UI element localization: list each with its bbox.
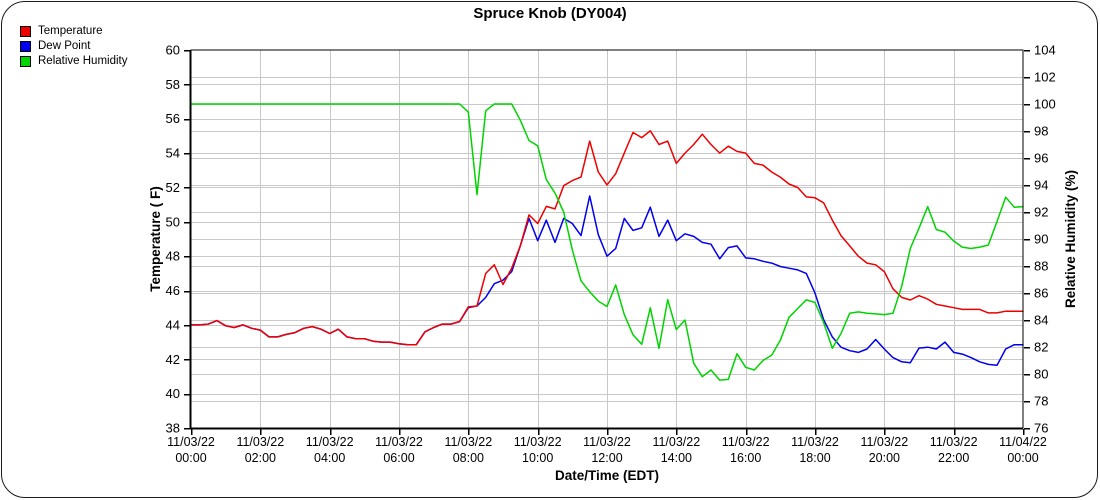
svg-text:96: 96 bbox=[1034, 151, 1048, 166]
svg-text:98: 98 bbox=[1034, 124, 1048, 139]
svg-text:12:00: 12:00 bbox=[591, 451, 622, 465]
svg-text:86: 86 bbox=[1034, 286, 1048, 301]
svg-text:40: 40 bbox=[166, 386, 180, 401]
svg-text:44: 44 bbox=[166, 317, 180, 332]
svg-text:58: 58 bbox=[166, 77, 180, 92]
svg-text:46: 46 bbox=[166, 283, 180, 298]
svg-text:11/03/22: 11/03/22 bbox=[167, 435, 215, 449]
svg-text:88: 88 bbox=[1034, 259, 1048, 274]
svg-text:92: 92 bbox=[1034, 205, 1048, 220]
legend-item-temperature: Temperature bbox=[20, 24, 127, 38]
svg-text:08:00: 08:00 bbox=[453, 451, 484, 465]
svg-text:76: 76 bbox=[1034, 421, 1048, 436]
svg-text:84: 84 bbox=[1034, 313, 1048, 328]
svg-text:102: 102 bbox=[1034, 70, 1056, 85]
svg-text:48: 48 bbox=[166, 249, 180, 264]
svg-text:60: 60 bbox=[166, 43, 180, 58]
svg-text:11/03/22: 11/03/22 bbox=[652, 435, 700, 449]
svg-text:11/03/22: 11/03/22 bbox=[930, 435, 978, 449]
temperature-swatch-icon bbox=[20, 25, 31, 37]
legend-label: Temperature bbox=[38, 25, 103, 37]
svg-text:54: 54 bbox=[166, 146, 180, 161]
svg-text:11/03/22: 11/03/22 bbox=[583, 435, 631, 449]
svg-text:11/03/22: 11/03/22 bbox=[514, 435, 562, 449]
svg-text:82: 82 bbox=[1034, 340, 1048, 355]
svg-text:16:00: 16:00 bbox=[730, 451, 761, 465]
svg-text:00:00: 00:00 bbox=[175, 451, 206, 465]
svg-text:11/04/22: 11/04/22 bbox=[999, 435, 1047, 449]
svg-text:22:00: 22:00 bbox=[938, 451, 969, 465]
legend-item-dew-point: Dew Point bbox=[20, 39, 127, 53]
svg-text:00:00: 00:00 bbox=[1007, 451, 1038, 465]
svg-text:104: 104 bbox=[1034, 43, 1056, 58]
svg-text:11/03/22: 11/03/22 bbox=[722, 435, 770, 449]
legend-label: Relative Humidity bbox=[38, 55, 128, 67]
svg-text:56: 56 bbox=[166, 111, 180, 126]
svg-text:02:00: 02:00 bbox=[245, 451, 276, 465]
dew-point-swatch-icon bbox=[20, 40, 31, 52]
series-temperature bbox=[190, 130, 1024, 346]
series-relative-humidity bbox=[190, 103, 1024, 381]
svg-text:18:00: 18:00 bbox=[799, 451, 830, 465]
page-title: Spruce Knob (DY004) bbox=[473, 5, 627, 22]
svg-text:80: 80 bbox=[1034, 367, 1048, 382]
legend-item-relative-humidity: Relative Humidity bbox=[20, 54, 127, 68]
svg-text:50: 50 bbox=[166, 214, 180, 229]
gridlines bbox=[191, 50, 1023, 428]
legend-label: Dew Point bbox=[38, 40, 91, 52]
left-axis-title: Temperature ( F) bbox=[148, 186, 163, 292]
svg-text:94: 94 bbox=[1034, 178, 1048, 193]
svg-text:11/03/22: 11/03/22 bbox=[236, 435, 284, 449]
axes-frame bbox=[184, 49, 1030, 435]
svg-text:38: 38 bbox=[166, 421, 180, 436]
right-axis-title: Relative Humidity (%) bbox=[1063, 169, 1078, 309]
svg-text:78: 78 bbox=[1034, 394, 1048, 409]
svg-text:14:00: 14:00 bbox=[661, 451, 692, 465]
svg-text:42: 42 bbox=[166, 352, 180, 367]
svg-text:20:00: 20:00 bbox=[869, 451, 900, 465]
svg-text:11/03/22: 11/03/22 bbox=[860, 435, 908, 449]
svg-text:06:00: 06:00 bbox=[383, 451, 414, 465]
svg-text:10:00: 10:00 bbox=[522, 451, 553, 465]
tick-labels: 38 40 42 44 46 48 50 52 54 56 58 60 76 78 80 82 84 86 88 90… bbox=[166, 43, 1056, 466]
svg-text:11/03/22: 11/03/22 bbox=[306, 435, 354, 449]
relative-humidity-swatch-icon bbox=[20, 55, 31, 67]
svg-text:90: 90 bbox=[1034, 232, 1048, 247]
legend: Temperature Dew Point Relative Humidity bbox=[20, 24, 127, 69]
x-axis-title: Date/Time (EDT) bbox=[554, 468, 660, 483]
svg-text:100: 100 bbox=[1034, 97, 1056, 112]
svg-text:04:00: 04:00 bbox=[314, 451, 345, 465]
svg-text:11/03/22: 11/03/22 bbox=[791, 435, 839, 449]
svg-text:11/03/22: 11/03/22 bbox=[375, 435, 423, 449]
svg-text:11/03/22: 11/03/22 bbox=[444, 435, 492, 449]
svg-text:52: 52 bbox=[166, 180, 180, 195]
